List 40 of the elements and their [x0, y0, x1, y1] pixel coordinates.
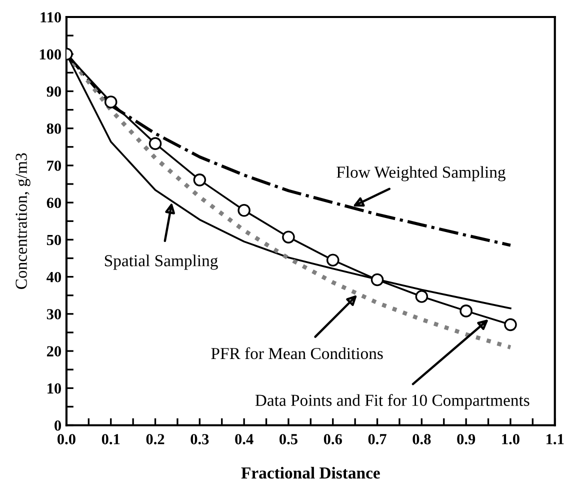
y-tick-label: 50: [46, 234, 62, 246]
y-tick-label: 60: [46, 198, 62, 208]
y-tick-label: 20: [46, 346, 62, 356]
y-tick-label: 40: [46, 272, 62, 282]
x-tick-label: 1.1: [546, 434, 564, 444]
x-axis-title: Fractional Distance: [241, 466, 380, 479]
y-tick-label: 110: [40, 12, 62, 22]
annotation: Flow Weighted Sampling: [336, 166, 506, 182]
point: [193, 174, 206, 186]
x-tick-label: 0.6: [324, 434, 342, 444]
point: [370, 273, 384, 286]
annotation: Spatial Sampling: [104, 254, 218, 270]
y-tick-label: 90: [46, 86, 62, 97]
x-tick-label: 0.3: [190, 434, 209, 444]
x-tick-label: 0.1: [102, 434, 120, 444]
point: [282, 230, 295, 244]
annotation: Data Points and Fit for 10 Compartments: [255, 394, 530, 410]
point: [148, 137, 162, 150]
point: [238, 204, 250, 217]
x-tick-label: 0.5: [280, 434, 298, 444]
y-tick-label: 0: [54, 420, 62, 431]
annotation: PFR for Mean Conditions: [211, 347, 383, 360]
x-tick-label: 0.9: [457, 434, 476, 444]
x-tick-label: 0.4: [235, 434, 254, 444]
y-tick-label: 10: [48, 383, 62, 394]
y-axis-title: Concentration, g/m3: [16, 153, 30, 289]
x-tick-label: 0.0: [58, 434, 76, 444]
y-tick-label: 30: [46, 309, 62, 320]
y-tick-label: 80: [46, 123, 62, 134]
x-tick-label: 0.2: [146, 434, 164, 444]
x-tick-label: 1.0: [502, 434, 520, 444]
x-tick-label: 0.7: [368, 434, 386, 444]
point: [460, 304, 472, 318]
point: [326, 254, 340, 266]
point: [504, 318, 517, 332]
x-tick-label: 0.8: [412, 434, 431, 444]
point: [415, 290, 428, 303]
y-tick-label: 100: [40, 49, 62, 60]
point: [104, 96, 118, 108]
y-tick-label: 70: [47, 160, 62, 171]
